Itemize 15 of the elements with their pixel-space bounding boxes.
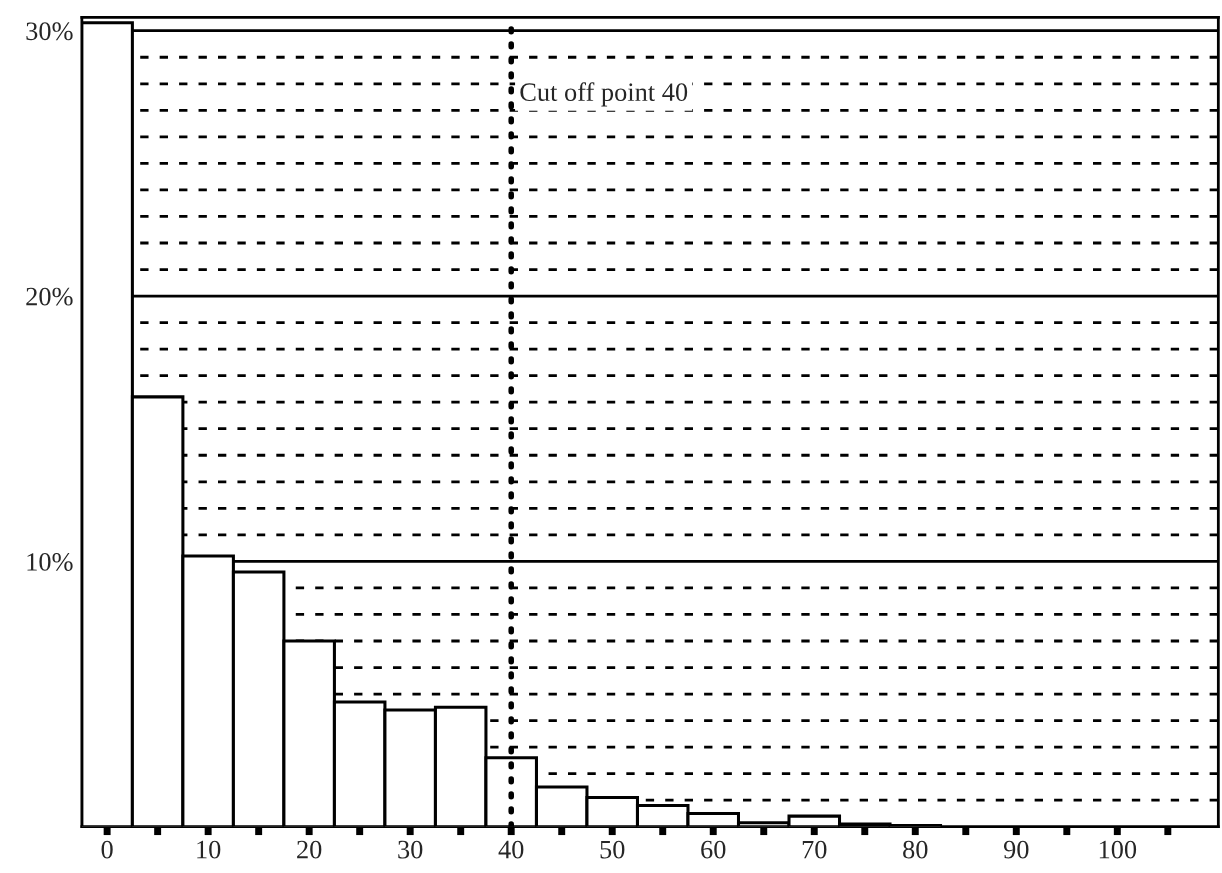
x-tick-label: 90 (1003, 840, 1029, 859)
x-tick-label: 20 (297, 840, 322, 859)
ref-line-label: Cut off point 40 (520, 82, 688, 107)
x-tick-label: 60 (701, 840, 726, 859)
y-tick-label: 10% (27, 553, 73, 571)
x-tick-label: 0 (101, 840, 113, 859)
x-tick-label: 70 (802, 840, 827, 859)
x-tick-label: 100 (1099, 840, 1137, 859)
x-tick-label: 30 (398, 840, 423, 859)
x-tick-label: 50 (600, 840, 625, 859)
y-tick-label: 20% (26, 287, 73, 306)
x-tick-label: 40 (498, 840, 524, 859)
y-tick-label: 30% (26, 22, 73, 41)
x-tick-label: 10 (197, 840, 221, 859)
x-tick-label: 80 (903, 840, 928, 859)
